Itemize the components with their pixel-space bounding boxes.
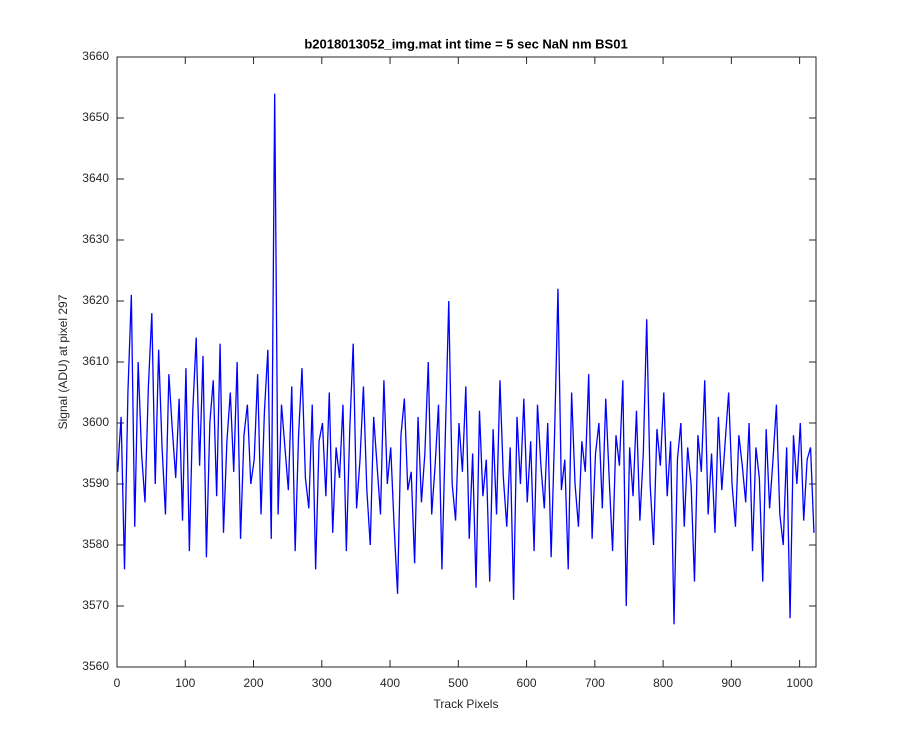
x-tick-label: 500 xyxy=(448,676,468,690)
y-tick-label: 3560 xyxy=(82,659,109,673)
x-tick-label: 900 xyxy=(721,676,741,690)
y-axis-label: Signal (ADU) at pixel 297 xyxy=(56,294,70,429)
data-line xyxy=(117,93,815,625)
x-tick-label: 800 xyxy=(653,676,673,690)
y-tick-label: 3660 xyxy=(82,49,109,63)
chart-title: b2018013052_img.mat int time = 5 sec NaN… xyxy=(304,36,627,51)
y-tick-label: 3580 xyxy=(82,537,109,551)
x-axis-label: Track Pixels xyxy=(434,697,499,711)
x-tick-label: 200 xyxy=(244,676,264,690)
x-tick-label: 100 xyxy=(175,676,195,690)
y-tick-label: 3600 xyxy=(82,415,109,429)
y-tick-label: 3610 xyxy=(82,354,109,368)
y-tick-label: 3640 xyxy=(82,171,109,185)
x-tick-label: 300 xyxy=(312,676,332,690)
x-tick-label: 400 xyxy=(380,676,400,690)
y-tick-label: 3650 xyxy=(82,110,109,124)
x-tick-label: 1000 xyxy=(786,676,813,690)
plot-frame xyxy=(116,56,817,668)
y-tick-label: 3630 xyxy=(82,232,109,246)
x-tick-label: 0 xyxy=(114,676,121,690)
x-tick-label: 700 xyxy=(585,676,605,690)
y-tick-label: 3620 xyxy=(82,293,109,307)
y-tick-label: 3590 xyxy=(82,476,109,490)
x-tick-label: 600 xyxy=(517,676,537,690)
y-tick-label: 3570 xyxy=(82,598,109,612)
